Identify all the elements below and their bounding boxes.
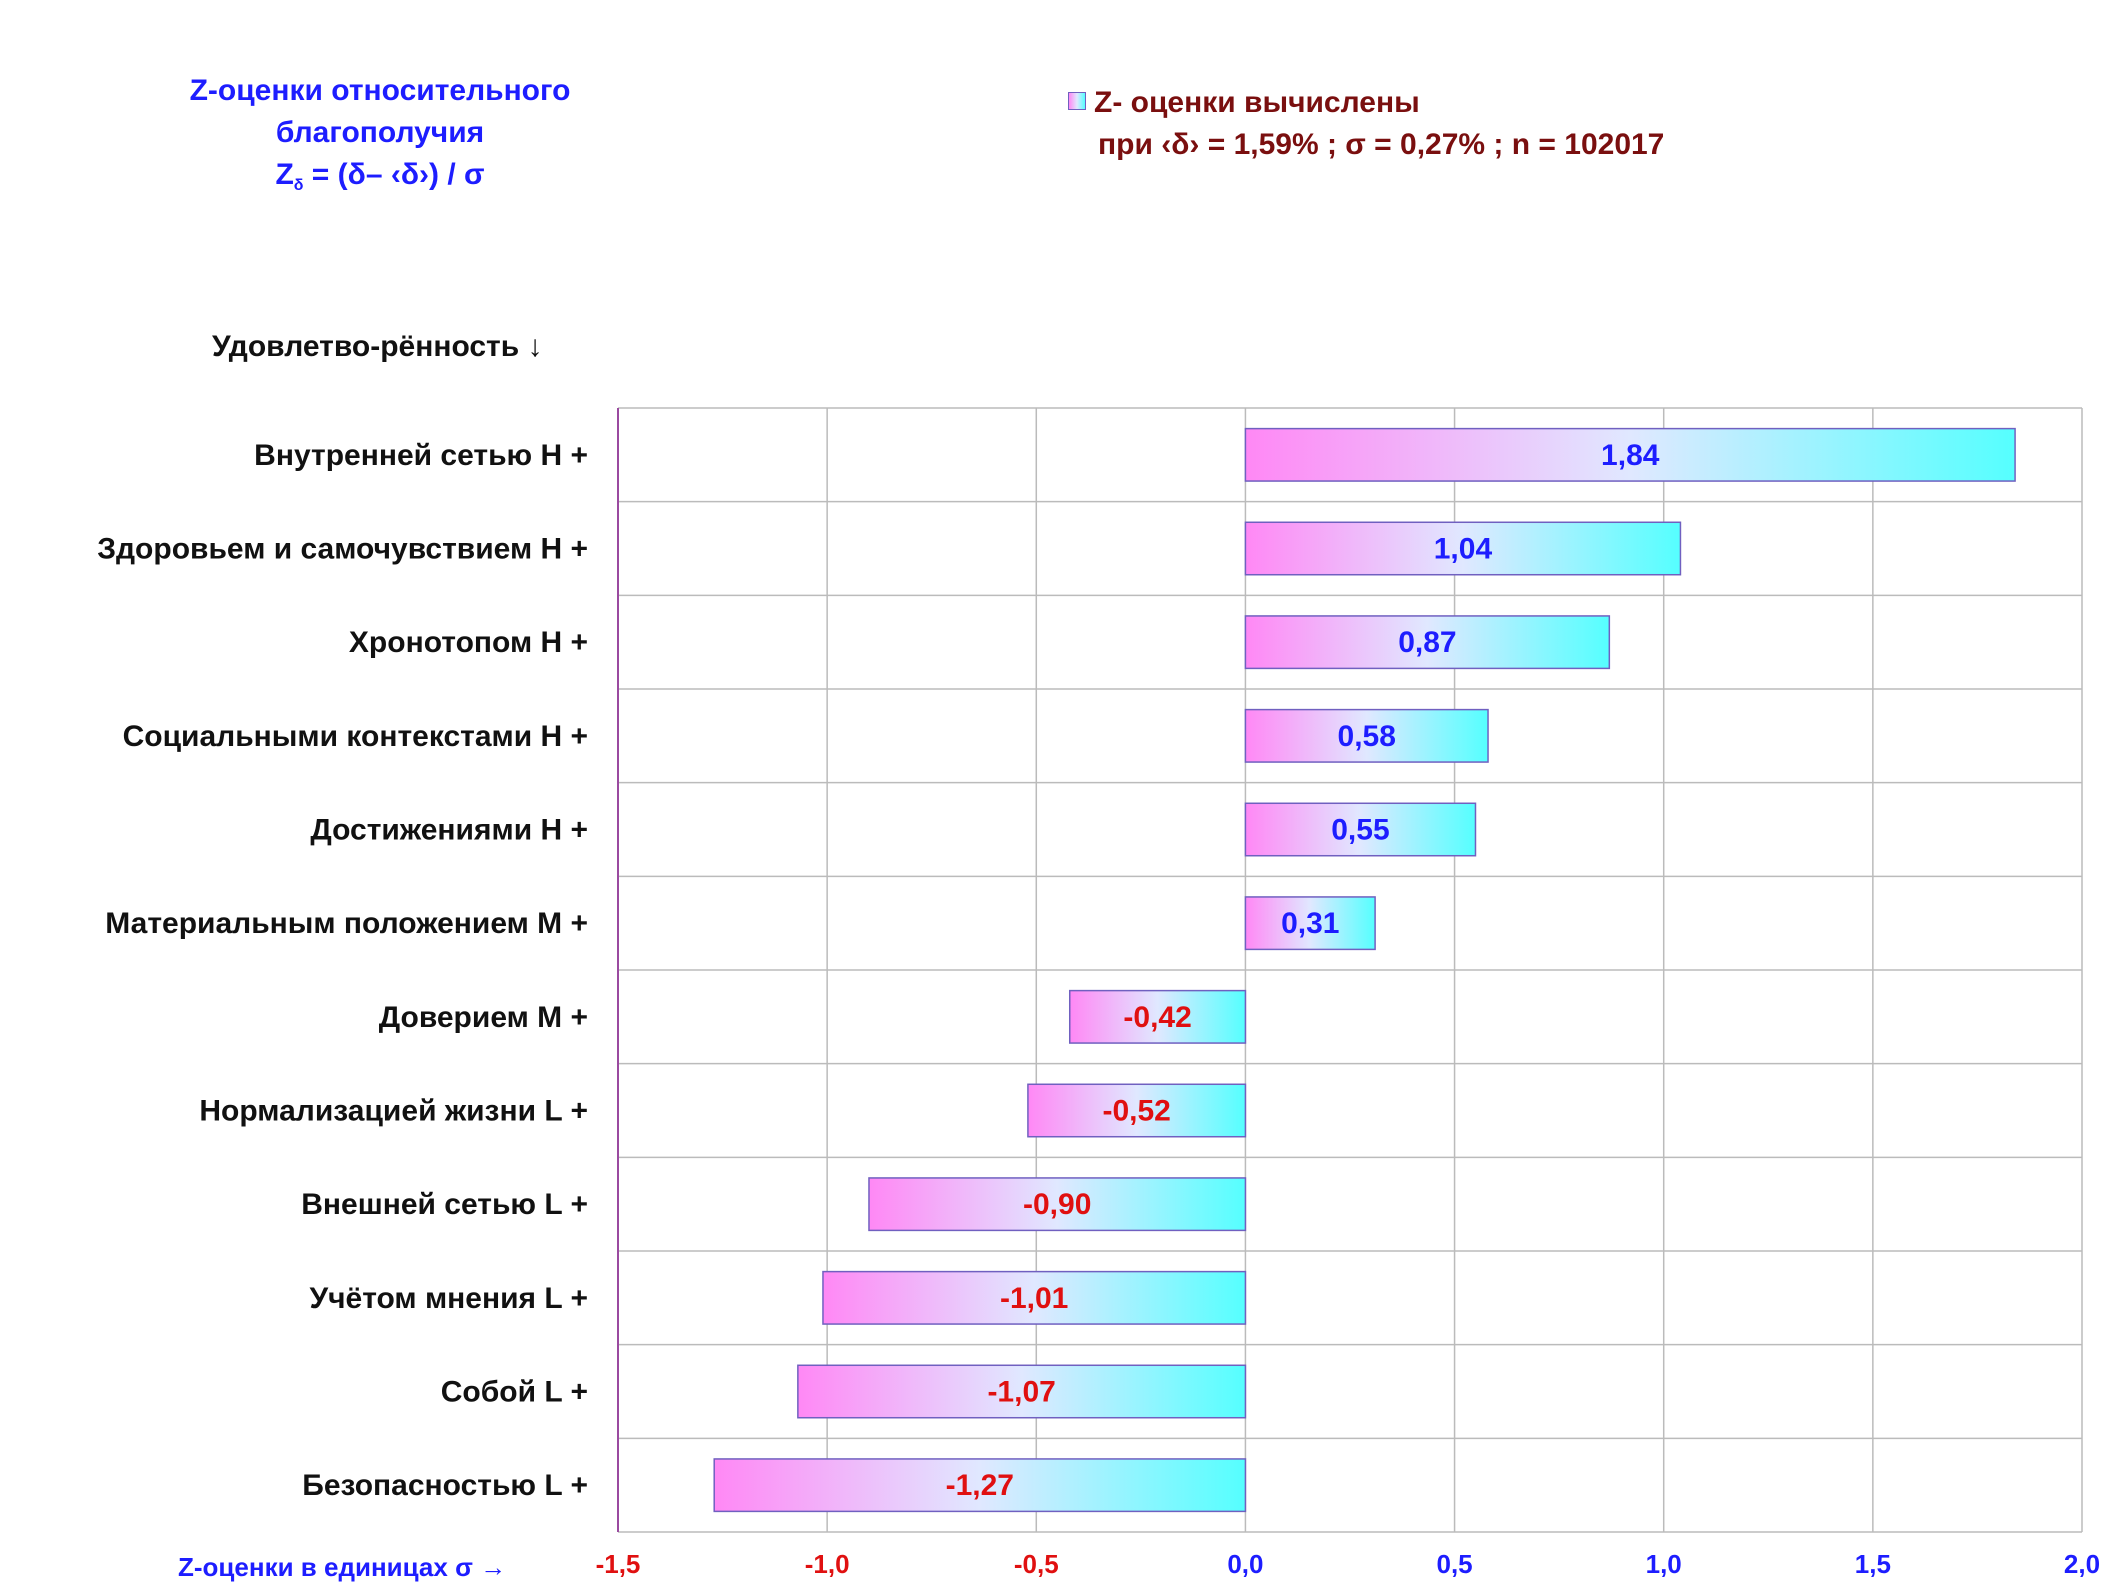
x-tick-label: 1,5 xyxy=(1855,1549,1891,1579)
bar-value-label: -1,07 xyxy=(987,1376,1055,1409)
bar-value-label: 0,87 xyxy=(1398,626,1456,659)
chart-title-formula: Zδ = (δ– ‹δ›) / σ xyxy=(275,158,485,194)
bar xyxy=(1244,708,1489,763)
bar xyxy=(1244,802,1477,857)
x-tick-label: 0,5 xyxy=(1436,1549,1472,1579)
legend-swatch-icon xyxy=(1068,92,1086,110)
bar xyxy=(797,1364,1247,1419)
category-label: Достижениями H + xyxy=(310,814,588,847)
x-tick-label: -1,5 xyxy=(596,1549,641,1579)
bar xyxy=(1244,521,1682,576)
x-tick-label: 1,0 xyxy=(1646,1549,1682,1579)
bar-value-label: -0,42 xyxy=(1123,1001,1191,1034)
bar-value-label: 0,55 xyxy=(1331,814,1389,847)
bar xyxy=(1244,427,2016,482)
category-label: Доверием M + xyxy=(379,1001,588,1034)
chart-title-line1: Z-оценки относительного xyxy=(189,74,571,107)
category-label: Хронотопом H + xyxy=(349,626,588,659)
x-tick-label: -0,5 xyxy=(1014,1549,1059,1579)
x-tick-label: -1,0 xyxy=(805,1549,850,1579)
bar-value-label: -0,90 xyxy=(1023,1188,1091,1221)
bar-value-label: -0,52 xyxy=(1102,1095,1170,1128)
bar xyxy=(1068,989,1247,1044)
bar-value-label: 1,84 xyxy=(1601,439,1660,472)
chart-title: Z-оценки относительного благополучия Zδ … xyxy=(120,70,640,207)
category-label: Учётом мнения L + xyxy=(309,1282,588,1315)
category-label: Материальным положением M + xyxy=(105,907,588,940)
category-label: Нормализацией жизни L + xyxy=(199,1095,588,1128)
bar-value-label: -1,01 xyxy=(1000,1282,1068,1315)
labels: -1,5 -1,0 -0,5 0,0 0,5 1,0 1,5 2,0 1,84 Внутренне… xyxy=(97,439,2100,1579)
bar-value-label: -1,27 xyxy=(946,1469,1014,1502)
bar xyxy=(1244,896,1376,951)
bar xyxy=(1027,1083,1247,1138)
category-header: Удовлетво-рённость ↓ xyxy=(212,330,543,363)
bar xyxy=(822,1270,1247,1325)
category-label: Социальными контекстами H + xyxy=(123,720,588,753)
chart-title-line2: благополучия xyxy=(275,116,485,149)
legend-line2: при ‹δ› = 1,59% ; σ = 0,27% ; n = 102017 xyxy=(1098,128,1665,161)
bar-value-label: 0,58 xyxy=(1338,720,1396,753)
bar xyxy=(713,1458,1247,1513)
x-tick-label: 0,0 xyxy=(1227,1549,1263,1579)
grid xyxy=(617,407,2083,1533)
bar xyxy=(868,1177,1247,1232)
chart-legend: Z- оценки вычислены при ‹δ› = 1,59% ; σ … xyxy=(1068,82,1664,166)
category-label: Внутренней сетью H + xyxy=(254,439,588,472)
bars xyxy=(713,427,2016,1513)
bar xyxy=(1244,615,1611,670)
x-tick-label: 2,0 xyxy=(2064,1549,2100,1579)
category-label: Внешней сетью L + xyxy=(301,1188,588,1221)
bar-value-label: 1,04 xyxy=(1434,533,1493,566)
legend-line1: Z- оценки вычислены xyxy=(1094,86,1420,119)
category-label: Безопасностью L + xyxy=(302,1469,588,1502)
x-axis-label: Z-оценки в единицах σ → xyxy=(178,1552,507,1582)
bar-value-label: 0,31 xyxy=(1281,907,1339,940)
category-label: Собой L + xyxy=(441,1376,588,1409)
category-label: Здоровьем и самочувствием H + xyxy=(97,533,588,566)
